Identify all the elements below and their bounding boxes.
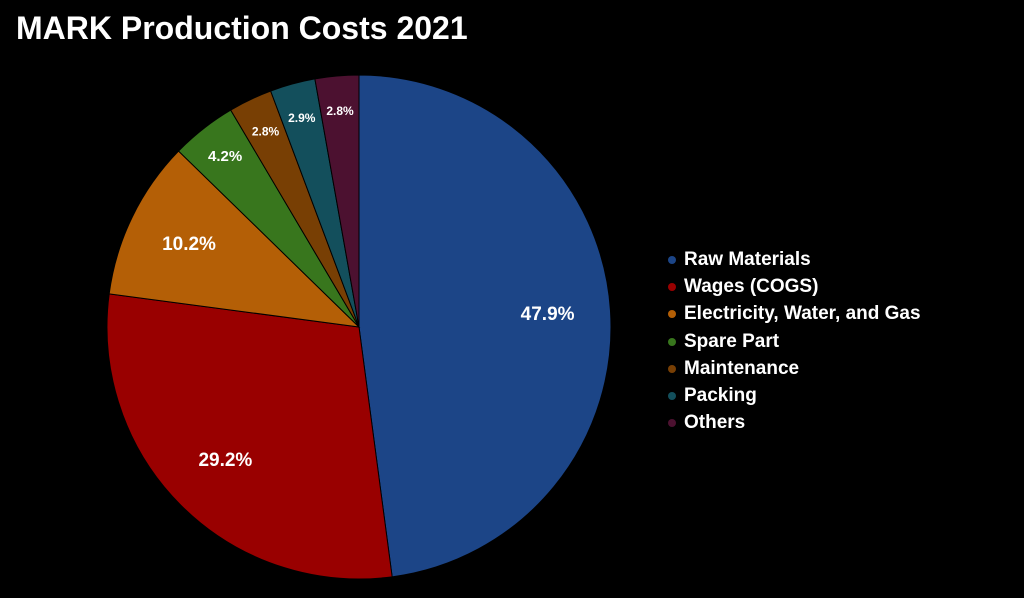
legend-label: Raw Materials (684, 248, 811, 270)
legend-label: Wages (COGS) (684, 275, 819, 297)
slice-label-raw-materials: 47.9% (521, 304, 575, 325)
slice-label-packing: 2.9% (288, 111, 316, 125)
pie-slice-others (314, 74, 360, 328)
chart-legend: Raw Materials Wages (COGS) Electricity, Wa… (668, 246, 921, 437)
legend-label: Spare Part (684, 330, 780, 352)
slice-label-others: 2.8% (326, 104, 354, 118)
legend-item-packing: Packing (668, 382, 921, 409)
slice-label-maintenance: 2.8% (252, 125, 280, 139)
slice-label-spare-part: 4.2% (208, 148, 242, 165)
legend-swatch (668, 392, 676, 401)
legend-swatch (668, 310, 676, 319)
legend-label: Others (684, 412, 746, 434)
slice-label-wages-cogs: 29.2% (198, 450, 252, 471)
pie-slice-electricity-water-and-gas (108, 150, 361, 328)
legend-label: Packing (684, 385, 757, 407)
pie-slice-raw-materials (358, 74, 612, 578)
legend-item-electricity-water-and-gas: Electricity, Water, and Gas (668, 301, 921, 328)
legend-swatch (668, 255, 676, 264)
legend-item-raw-materials: Raw Materials (668, 246, 921, 273)
legend-swatch (668, 364, 676, 373)
legend-label: Maintenance (684, 357, 800, 379)
legend-item-spare-part: Spare Part (668, 328, 921, 355)
pie-slice-wages-cogs (106, 293, 393, 580)
chart-title: MARK Production Costs 2021 (16, 10, 468, 46)
legend-swatch (668, 282, 676, 291)
slice-label-electricity-water-and-gas: 10.2% (162, 234, 216, 255)
legend-swatch (668, 419, 676, 428)
legend-item-others: Others (668, 410, 921, 437)
legend-item-wages-cogs: Wages (COGS) (668, 273, 921, 300)
legend-label: Electricity, Water, and Gas (684, 303, 921, 325)
legend-item-maintenance: Maintenance (668, 355, 921, 382)
legend-swatch (668, 337, 676, 346)
